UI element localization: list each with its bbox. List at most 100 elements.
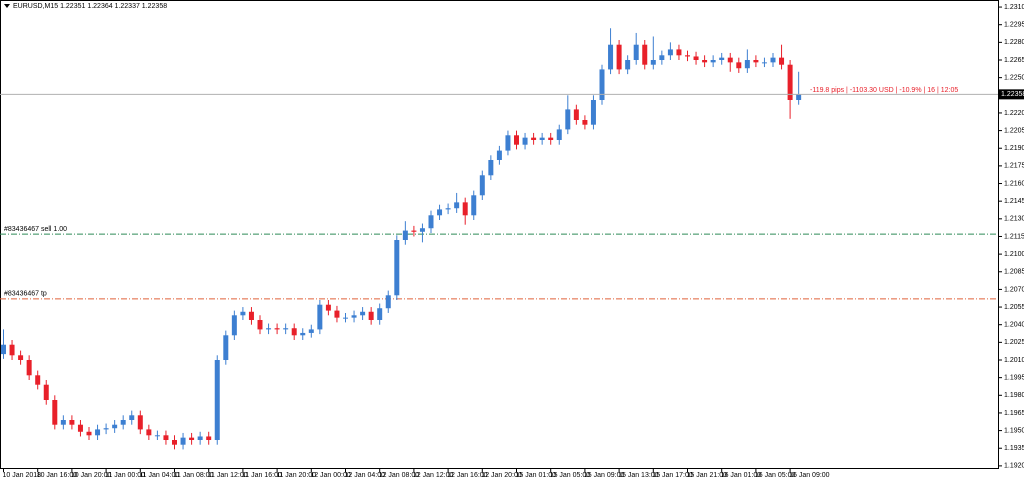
candle-body [702,60,708,63]
candle-body [86,431,92,436]
candle-body [642,44,648,65]
candle-body [462,202,468,216]
x-tick-label: 15 Jan 05:00 [550,472,591,479]
candle-body [154,435,160,437]
x-tick-label: 10 Jan 2018 [3,472,42,479]
x-tick-label: 12 Jan 00:00 [310,472,351,479]
candle-body [60,420,66,425]
candle-body [522,137,528,145]
candle-body [52,400,58,425]
candle-body [667,49,673,56]
candle-body [129,415,135,420]
candle-body [727,57,733,63]
candle-body [308,329,314,333]
candle-body [18,355,24,360]
y-tick-label: 1.22800 [1004,39,1024,46]
candle-body [137,415,143,430]
candle-body [488,160,494,176]
candle-body [266,328,272,330]
candle-body [35,375,41,385]
candle-body [103,428,109,430]
candle-body [599,69,605,100]
y-tick-label: 1.22050 [1004,127,1024,134]
x-tick-label: 12 Jan 12:00 [413,472,454,479]
candle-body [650,60,656,65]
candle-body [531,137,537,140]
candle-body [445,208,451,210]
x-tick-label: 16 Jan 09:00 [789,472,830,479]
candle-body [9,344,15,356]
candle-body [77,424,83,432]
candle-body [146,429,152,436]
candle-body [26,360,32,376]
x-tick-label: 12 Jan 04:00 [345,472,386,479]
current-price-box [999,89,1024,100]
y-tick-label: 1.20850 [1004,269,1024,276]
x-tick-label: 12 Jan 16:00 [447,472,488,479]
candle-body [505,135,511,151]
y-tick-label: 1.22950 [1004,22,1024,29]
candle-body [787,64,793,100]
y-tick-label: 1.20400 [1004,322,1024,329]
candle-body [454,202,460,209]
candle-body [573,109,579,120]
current-price-label: 1.22358 [1001,91,1024,98]
candle-body [616,44,622,70]
candle-body [625,60,631,70]
candle-body [317,304,323,330]
candle-body [325,304,331,311]
y-tick-label: 1.23100 [1004,4,1024,11]
candle-body [514,135,519,145]
candle-body [556,129,562,140]
candle-body [360,311,366,316]
candle-body [231,315,237,336]
x-tick-label: 15 Jan 01:00 [516,472,557,479]
candle-body [291,328,297,336]
x-tick-label: 15 Jan 21:00 [687,472,728,479]
chart-header: EURUSD,M15 1.22351 1.22364 1.22337 1.223… [13,3,167,10]
candle-body [240,311,246,316]
candle-body [761,62,767,64]
candle-body [197,436,203,440]
candle-body [1,344,6,355]
candle-body [172,440,177,445]
y-tick-label: 1.22200 [1004,110,1024,117]
candle-body [248,311,254,320]
y-tick-label: 1.21000 [1004,251,1024,258]
candle-body [283,328,289,330]
x-tick-label: 10 Jan 20:00 [71,472,112,479]
candle-body [779,57,785,65]
trade-annotation: -119.8 pips | -1103.30 USD | -10.9% | 16… [810,87,958,94]
y-tick-label: 1.21450 [1004,198,1024,205]
candle-body [719,57,725,60]
y-tick-label: 1.19200 [1004,463,1024,470]
y-tick-label: 1.19500 [1004,427,1024,434]
x-tick-label: 12 Jan 08:00 [379,472,420,479]
x-tick-label: 15 Jan 13:00 [618,472,659,479]
candle-body [496,150,502,160]
y-tick-label: 1.19650 [1004,410,1024,417]
candle-body [736,62,742,69]
candle-body [590,100,596,125]
candle-body [685,55,690,57]
y-tick-label: 1.19350 [1004,445,1024,452]
candle-body [582,120,588,125]
candle-body [69,420,75,425]
y-tick-label: 1.20250 [1004,339,1024,346]
candle-body [693,56,699,60]
candle-body [633,44,639,60]
candle-body [744,60,750,69]
x-tick-label: 16 Jan 01:00 [721,472,762,479]
menu-arrow [4,4,10,8]
candle-body [710,60,716,63]
x-tick-label: 12 Jan 20:00 [481,472,522,479]
candle-body [770,57,776,63]
candle-body [608,44,614,70]
y-tick-label: 1.20550 [1004,304,1024,311]
candle-body [223,335,229,360]
y-tick-label: 1.21600 [1004,180,1024,187]
candle-body [479,175,485,196]
candle-body [402,230,408,240]
